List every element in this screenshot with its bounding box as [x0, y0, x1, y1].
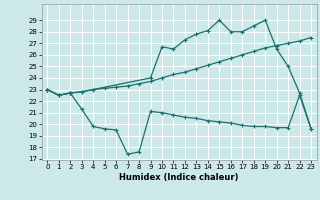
X-axis label: Humidex (Indice chaleur): Humidex (Indice chaleur) [119, 173, 239, 182]
